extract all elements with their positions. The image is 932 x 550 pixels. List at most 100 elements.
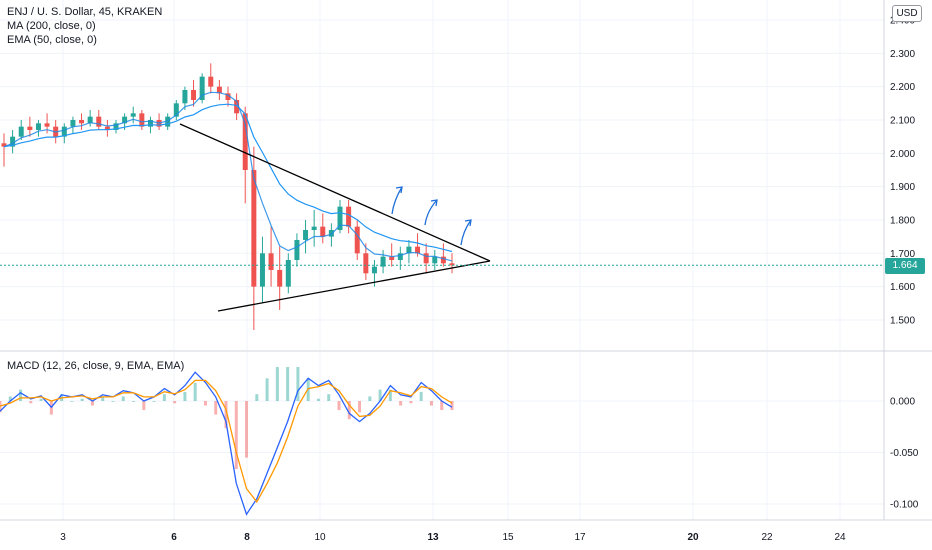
- macd-hist-bar: [286, 367, 290, 401]
- candle-body: [440, 256, 446, 264]
- macd-hist-bar: [409, 401, 413, 404]
- candle-body: [363, 253, 369, 274]
- macd-hist-bar: [142, 401, 146, 411]
- macd-hist-bar: [255, 394, 259, 401]
- macd-hist-bar: [316, 398, 320, 401]
- candle-body: [415, 246, 421, 254]
- price-tick-label: 2.300: [890, 49, 915, 60]
- candle-body: [147, 119, 153, 127]
- macd-hist-bar: [173, 401, 177, 404]
- macd-hist-bar: [347, 401, 351, 420]
- candle-body: [199, 76, 205, 100]
- candle-body: [70, 119, 76, 127]
- candle-body: [173, 103, 179, 117]
- macd-hist-bar: [193, 382, 197, 401]
- macd-axis[interactable]: 0.000 -0.050 -0.100: [890, 397, 919, 511]
- up-arrow: [424, 199, 438, 226]
- candle-body: [406, 246, 412, 254]
- symbol-title[interactable]: ENJ / U. S. Dollar, 45, KRAKEN: [7, 6, 163, 18]
- candle-body: [320, 226, 326, 237]
- date-tick-label: 15: [502, 532, 514, 543]
- macd-hist-bar: [265, 378, 269, 401]
- macd-hist-bar: [337, 401, 341, 411]
- candle-body: [371, 266, 377, 274]
- date-tick-label: 3: [60, 532, 66, 543]
- candlestick-series: [1, 63, 455, 330]
- date-tick-label: 6: [171, 532, 177, 543]
- candle-body: [380, 256, 386, 267]
- price-axis[interactable]: 2.4002.3002.2002.1002.0001.9001.8001.700…: [890, 16, 915, 327]
- price-tick-label: 2.000: [890, 149, 915, 160]
- candle-body: [79, 119, 85, 124]
- candle-body: [122, 116, 128, 124]
- macd-legend: MACD (12, 26, close, 9, EMA, EMA): [7, 359, 184, 373]
- lower-trendline: [217, 260, 491, 312]
- date-tick-label: 8: [244, 532, 250, 543]
- macd-hist-bar: [224, 401, 228, 429]
- price-tick-label: 1.500: [890, 315, 915, 326]
- macd-tick-label: -0.100: [890, 500, 919, 511]
- macd-hist-bar: [245, 401, 249, 458]
- macd-hist-bar: [162, 394, 166, 401]
- candle-body: [61, 126, 67, 137]
- candle-body: [242, 113, 248, 170]
- candle-body: [208, 76, 214, 87]
- price-tick-label: 1.700: [890, 249, 915, 260]
- candle-body: [130, 113, 136, 117]
- macd-hist-bar: [29, 401, 33, 404]
- upper-trendline: [179, 123, 491, 262]
- macd-hist-bar: [70, 401, 74, 402]
- price-tick-label: 1.900: [890, 182, 915, 193]
- candle-body: [311, 226, 317, 230]
- macd-hist-bar: [121, 396, 125, 401]
- macd-hist-bar: [358, 401, 362, 413]
- ma200-legend[interactable]: MA (200, close, 0): [7, 20, 96, 32]
- macd-hist-bar: [429, 401, 433, 406]
- price-grid: [0, 0, 884, 350]
- candle-body: [423, 253, 429, 264]
- up-arrow: [391, 186, 403, 215]
- price-tick-label: 2.200: [890, 82, 915, 93]
- candle-body: [216, 86, 222, 94]
- chart-legend: ENJ / U. S. Dollar, 45, KRAKEN MA (200, …: [7, 5, 162, 47]
- date-tick-label: 17: [574, 532, 586, 543]
- macd-tick-label: 0.000: [890, 397, 915, 408]
- macd-title[interactable]: MACD (12, 26, close, 9, EMA, EMA): [7, 360, 185, 372]
- date-tick-label: 24: [834, 532, 846, 543]
- candle-body: [44, 123, 50, 127]
- candle-body: [251, 169, 257, 287]
- macd-hist-bar: [39, 398, 43, 401]
- time-axis[interactable]: 3 6 8 10 13 15 17 20 22 24: [60, 532, 846, 543]
- candle-body: [449, 263, 455, 266]
- macd-line: [0, 371, 453, 516]
- candle-body: [165, 116, 171, 127]
- macd-hist-bar: [378, 389, 382, 401]
- macd-hist-bar: [450, 401, 454, 411]
- macd-grid: [0, 352, 884, 520]
- last-price-badge: 1.664: [885, 258, 925, 274]
- macd-hist-bar: [90, 401, 94, 406]
- currency-button[interactable]: USD: [892, 5, 922, 22]
- macd-hist-bar: [183, 391, 187, 401]
- trendline-drawings[interactable]: [179, 123, 491, 312]
- candle-body: [268, 253, 274, 270]
- candle-body: [432, 256, 438, 264]
- macd-hist-bar: [214, 401, 218, 415]
- price-tick-label: 1.800: [890, 215, 915, 226]
- candle-body: [35, 123, 41, 130]
- candle-body: [182, 89, 188, 104]
- date-tick-label: 10: [314, 532, 326, 543]
- candle-body: [354, 226, 360, 254]
- macd-hist-bar: [8, 396, 12, 401]
- up-arrow: [460, 219, 472, 246]
- ema50-legend[interactable]: EMA (50, close, 0): [7, 34, 97, 46]
- arrow-head: [395, 186, 403, 194]
- candle-body: [191, 89, 197, 100]
- candle-body: [303, 229, 309, 240]
- macd-hist-bar: [0, 401, 2, 413]
- macd-hist-bar: [419, 391, 423, 401]
- candle-body: [113, 123, 119, 130]
- candle-body: [27, 126, 33, 130]
- candle-body: [104, 126, 110, 130]
